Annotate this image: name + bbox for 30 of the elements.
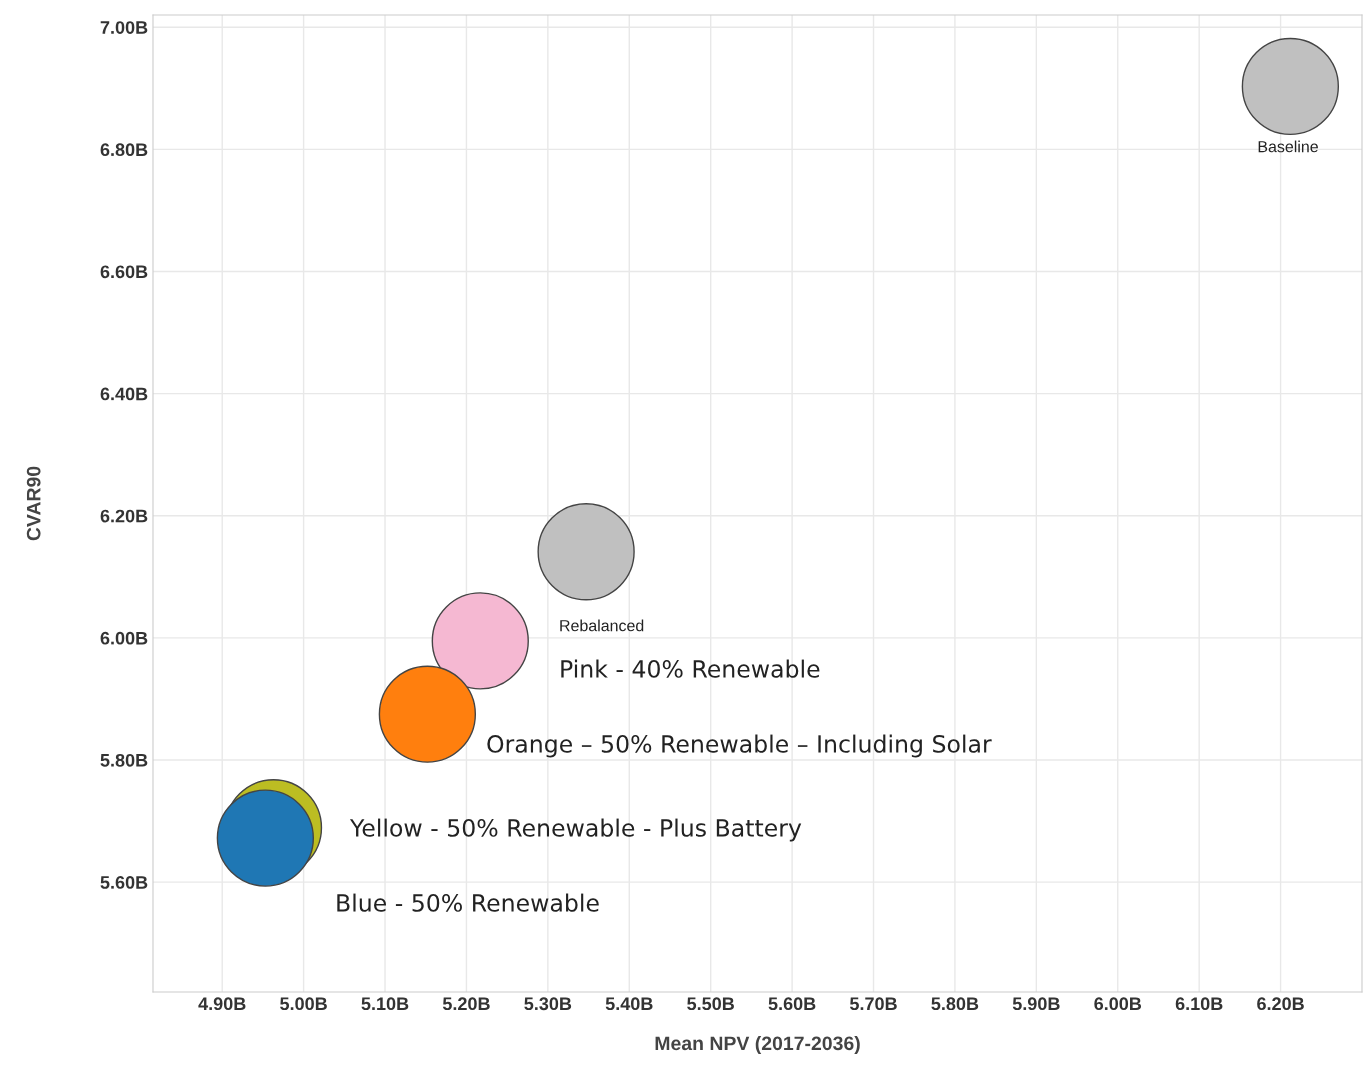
annotation: Baseline bbox=[1258, 140, 1318, 153]
y-tick-label: 6.20B bbox=[100, 509, 148, 523]
annotation: Pink - 40% Renewable bbox=[561, 659, 820, 678]
y-tick-label: 5.60B bbox=[100, 876, 148, 889]
y-tick-label: 7.00B bbox=[100, 21, 148, 34]
x-tick-label: 4.90B bbox=[198, 997, 246, 1011]
annotation: Yellow - 50% Renewable - Plus Battery bbox=[349, 818, 802, 842]
y-tick-label: 6.00B bbox=[100, 631, 148, 645]
x-tick-label: 5.70B bbox=[849, 997, 897, 1011]
x-tick-label: 5.20B bbox=[442, 997, 490, 1011]
x-axis-title: Mean NPV (2017-2036) bbox=[655, 1035, 860, 1055]
x-tick-label: 5.30B bbox=[524, 997, 572, 1011]
x-tick-label: 6.20B bbox=[1257, 997, 1304, 1011]
x-tick-label: 6.00B bbox=[1094, 997, 1142, 1011]
annotation: Rebalanced bbox=[560, 619, 644, 632]
x-tick-label: 5.80B bbox=[931, 997, 979, 1011]
y-tick-label: 6.60B bbox=[100, 265, 148, 279]
y-tick-label: 5.80B bbox=[100, 753, 148, 767]
x-tick-label: 5.90B bbox=[1012, 997, 1060, 1011]
x-tick-label: 6.10B bbox=[1175, 997, 1223, 1011]
y-axis-title: CVAR90 bbox=[26, 466, 41, 541]
x-tick-label: 5.10B bbox=[361, 997, 409, 1011]
x-tick-label: 5.00B bbox=[280, 997, 327, 1011]
y-tick-label: 6.80B bbox=[100, 143, 148, 157]
x-tick-label: 5.40B bbox=[605, 997, 653, 1011]
annotation: Orange – 50% Renewable – Including Solar bbox=[487, 734, 992, 758]
y-tick-label: 6.40B bbox=[100, 387, 148, 401]
annotation: Blue - 50% Renewable bbox=[337, 893, 599, 912]
x-tick-label: 5.50B bbox=[687, 997, 734, 1011]
x-tick-label: 5.60B bbox=[768, 997, 816, 1011]
